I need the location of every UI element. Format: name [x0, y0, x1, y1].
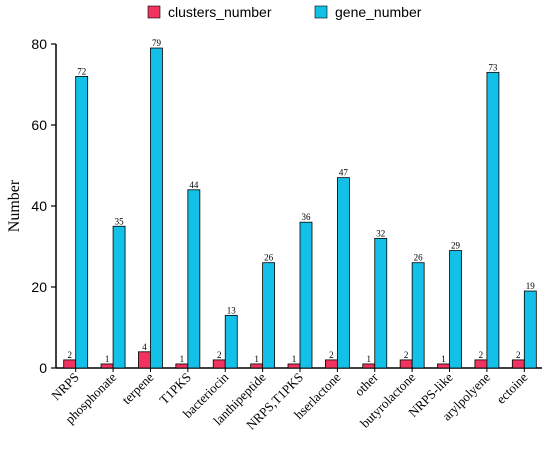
data-label-clusters_number-10: 1 — [441, 354, 446, 364]
data-label-gene_number-4: 13 — [227, 305, 237, 315]
data-label-clusters_number-12: 2 — [516, 350, 521, 360]
y-tick-label: 0 — [39, 360, 47, 376]
bar-gene_number-11 — [486, 71, 500, 369]
y-tick-label: 20 — [31, 279, 47, 295]
bar-clusters_number-7 — [324, 359, 338, 369]
x-tick-label: NRPS — [48, 370, 82, 404]
data-label-gene_number-0: 72 — [77, 66, 86, 76]
bar-clusters_number-12 — [511, 359, 525, 369]
data-label-clusters_number-3: 1 — [180, 354, 185, 364]
data-label-clusters_number-0: 2 — [67, 350, 72, 360]
legend-label-clusters_number: clusters_number — [168, 4, 272, 20]
y-tick-label: 60 — [31, 117, 47, 133]
bar-gene_number-4 — [224, 314, 238, 369]
legend-label-gene_number: gene_number — [335, 4, 422, 20]
data-label-gene_number-3: 44 — [189, 180, 199, 190]
data-label-gene_number-9: 26 — [414, 253, 424, 263]
bar-clusters_number-0 — [63, 359, 77, 369]
data-label-clusters_number-2: 4 — [142, 342, 147, 352]
bar-gene_number-0 — [75, 76, 89, 369]
data-label-clusters_number-5: 1 — [254, 354, 259, 364]
data-label-clusters_number-6: 1 — [292, 354, 297, 364]
data-label-gene_number-6: 36 — [302, 212, 312, 222]
data-label-gene_number-10: 29 — [451, 241, 461, 251]
bar-gene_number-12 — [523, 290, 537, 369]
data-label-gene_number-11: 73 — [488, 62, 498, 72]
bar-gene_number-9 — [411, 262, 425, 369]
y-tick-label: 40 — [31, 198, 47, 214]
data-label-gene_number-1: 35 — [115, 216, 125, 226]
x-tick-label: ectoine — [493, 369, 530, 406]
data-label-clusters_number-7: 2 — [329, 350, 334, 360]
bar-clusters_number-1 — [100, 363, 114, 369]
bar-gene_number-1 — [112, 225, 126, 369]
bar-clusters_number-3 — [175, 363, 189, 369]
bar-gene_number-7 — [336, 177, 350, 369]
bar-clusters_number-9 — [399, 359, 413, 369]
y-ticks: 0 20 40 60 80 — [31, 36, 56, 376]
bar-gene_number-10 — [449, 250, 462, 369]
data-label-gene_number-5: 26 — [264, 253, 274, 263]
bar-clusters_number-11 — [474, 359, 488, 369]
data-label-clusters_number-11: 2 — [479, 350, 484, 360]
bar-clusters_number-4 — [212, 359, 226, 369]
y-tick-label: 80 — [31, 36, 47, 52]
bar-clusters_number-8 — [362, 363, 376, 369]
legend-swatch-gene_number — [314, 5, 328, 19]
x-tick-label: other — [351, 369, 381, 399]
bar-clusters_number-10 — [437, 363, 450, 369]
bar-gene_number-8 — [374, 237, 388, 369]
data-labels: 2 72 1 35 4 79 1 44 2 13 1 26 1 36 2 47 1 32 2 26 1 29 2 73 2 19 — [67, 38, 535, 364]
bar-gene_number-3 — [187, 189, 201, 369]
bars — [63, 47, 537, 369]
data-label-gene_number-2: 79 — [152, 38, 162, 48]
data-label-clusters_number-4: 2 — [217, 350, 222, 360]
bar-gene_number-5 — [262, 262, 276, 369]
legend: clusters_number gene_number — [147, 4, 422, 20]
axes — [55, 44, 542, 372]
y-axis-title: Number — [6, 179, 23, 232]
data-label-gene_number-8: 32 — [376, 228, 385, 238]
bar-gene_number-2 — [150, 47, 163, 369]
bar-clusters_number-2 — [138, 351, 151, 369]
data-label-gene_number-7: 47 — [339, 168, 349, 178]
bar-gene_number-6 — [299, 221, 313, 369]
data-label-clusters_number-9: 2 — [404, 350, 409, 360]
x-tick-label: terpene — [119, 369, 157, 407]
legend-swatch-clusters_number — [147, 5, 161, 19]
data-label-clusters_number-1: 1 — [105, 354, 110, 364]
data-label-gene_number-12: 19 — [526, 281, 536, 291]
bar-clusters_number-6 — [287, 363, 301, 369]
bar-clusters_number-5 — [250, 363, 264, 369]
data-label-clusters_number-8: 1 — [367, 354, 372, 364]
